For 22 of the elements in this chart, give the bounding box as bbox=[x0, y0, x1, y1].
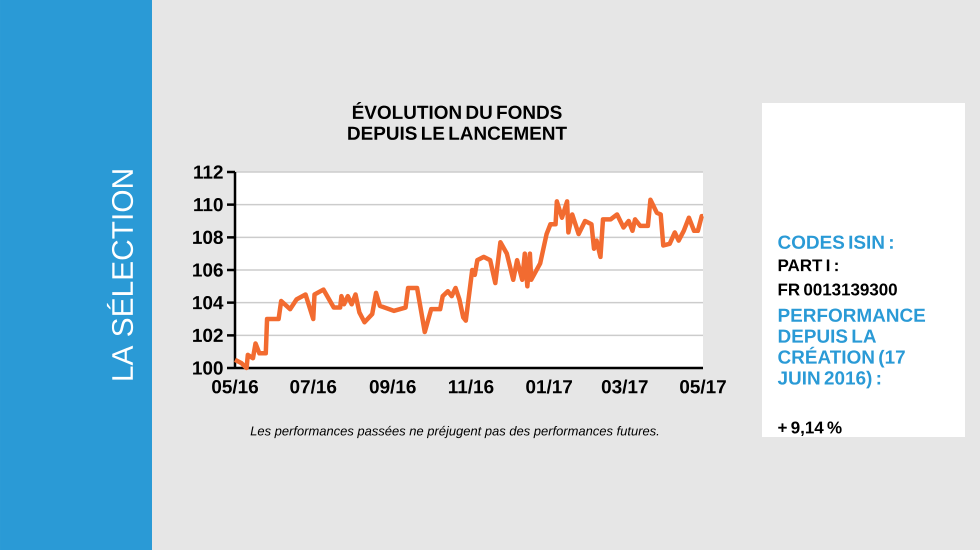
x-tick-label: 11/16 bbox=[448, 380, 494, 394]
text: + 9,14 % bbox=[778, 422, 842, 436]
y-tick-label: 106 bbox=[193, 263, 223, 277]
y-tick-label: 102 bbox=[193, 328, 223, 342]
x-tick-label: 01/17 bbox=[526, 380, 572, 394]
text: Les performances passées ne préjugent pas des performances futures. bbox=[250, 426, 658, 438]
x-tick-label: 05/17 bbox=[680, 380, 726, 394]
y-tick-label: 104 bbox=[193, 296, 224, 310]
y-tick-label: 110 bbox=[194, 198, 223, 212]
x-tick-label: 07/16 bbox=[290, 380, 336, 394]
text: FR 0013139300 bbox=[778, 284, 897, 296]
text: PERFORMANCE DEPUIS LA CRÉATION (17 JUIN 2016) : bbox=[778, 308, 926, 388]
y-tick-label: 108 bbox=[193, 230, 223, 244]
chart-title: ÉVOLUTION DU FONDS DEPUIS LE LANCEMENT bbox=[348, 102, 567, 140]
y-tick-label: 112 bbox=[194, 165, 223, 179]
text: CODES ISIN : bbox=[778, 236, 893, 249]
text: LA SÉLECTION bbox=[106, 170, 134, 380]
y-tick-label: 100 bbox=[193, 361, 223, 375]
x-tick-label: 05/16 bbox=[212, 380, 258, 394]
x-tick-label: 03/17 bbox=[602, 380, 648, 394]
text: PART I : bbox=[778, 260, 838, 272]
x-tick-label: 09/16 bbox=[370, 380, 416, 394]
